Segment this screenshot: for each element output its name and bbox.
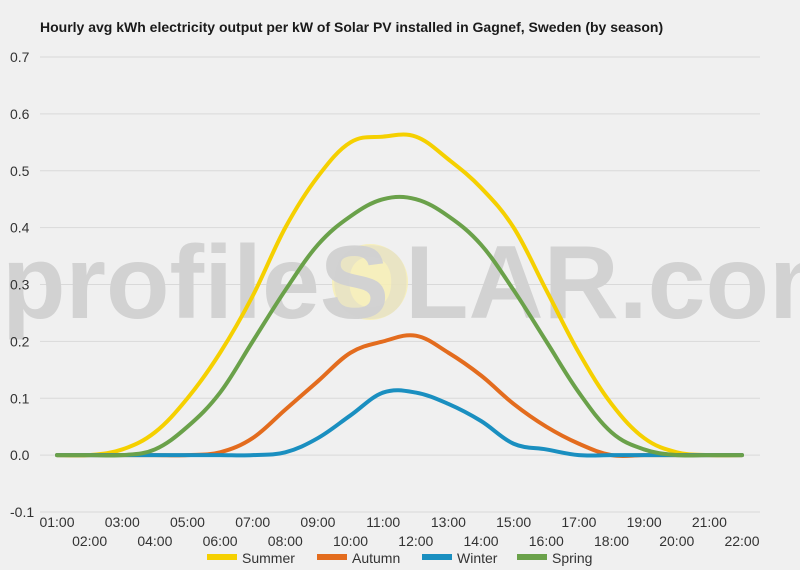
series-line-winter (55, 388, 744, 458)
x-tick-label: 05:00 (170, 514, 205, 530)
x-tick-label: 02:00 (72, 533, 107, 549)
legend-label-autumn: Autumn (352, 550, 400, 566)
x-tick-label: 12:00 (398, 533, 433, 549)
watermark-text-left: profileS (2, 225, 389, 341)
legend-label-summer: Summer (242, 550, 295, 566)
x-tick-label: 01:00 (39, 514, 74, 530)
series-line-autumn (55, 333, 744, 459)
x-tick-label: 03:00 (105, 514, 140, 530)
x-axis-ticks: 01:00 02:00 03:00 04:00 05:00 06:00 07:00 08:00… (39, 514, 759, 549)
x-tick-label: 21:00 (692, 514, 727, 530)
watermark-text-right: LAR.com (405, 225, 800, 341)
legend-label-winter: Winter (457, 550, 498, 566)
x-tick-label: 08:00 (268, 533, 303, 549)
series-line-summer (55, 132, 744, 458)
y-tick-label: 0.2 (10, 333, 30, 349)
y-axis-ticks: -0.1 0.0 0.1 0.2 0.3 0.4 0.5 0.6 0.7 (10, 49, 34, 520)
x-tick-label: 16:00 (529, 533, 564, 549)
watermark: profileS O LAR.com (2, 225, 800, 341)
legend-swatch-winter (422, 554, 452, 560)
watermark-sun-icon (332, 244, 408, 320)
x-tick-label: 14:00 (464, 533, 499, 549)
series-lines (55, 132, 744, 459)
y-tick-label: 0.7 (10, 49, 30, 65)
y-tick-label: 0.6 (10, 106, 30, 122)
watermark-text-mid: O (330, 225, 411, 341)
x-tick-label: 04:00 (137, 533, 172, 549)
x-tick-label: 07:00 (235, 514, 270, 530)
y-tick-label: 0.0 (10, 447, 30, 463)
x-tick-label: 17:00 (561, 514, 596, 530)
legend-swatch-spring (517, 554, 547, 560)
x-tick-label: 18:00 (594, 533, 629, 549)
x-tick-label: 20:00 (659, 533, 694, 549)
series-line-spring (55, 194, 744, 458)
y-tick-label: -0.1 (10, 504, 34, 520)
y-tick-label: 0.3 (10, 277, 30, 293)
y-tick-label: 0.1 (10, 390, 30, 406)
x-tick-label: 19:00 (627, 514, 662, 530)
legend: Summer Autumn Winter Spring (207, 550, 592, 566)
x-tick-label: 09:00 (300, 514, 335, 530)
y-tick-label: 0.4 (10, 220, 30, 236)
legend-swatch-autumn (317, 554, 347, 560)
legend-swatch-summer (207, 554, 237, 560)
x-tick-label: 11:00 (366, 514, 400, 530)
legend-label-spring: Spring (552, 550, 592, 566)
y-tick-label: 0.5 (10, 163, 30, 179)
chart-title: Hourly avg kWh electricity output per kW… (40, 19, 664, 35)
x-tick-label: 13:00 (431, 514, 466, 530)
x-tick-label: 22:00 (724, 533, 759, 549)
x-tick-label: 15:00 (496, 514, 531, 530)
x-tick-label: 10:00 (333, 533, 368, 549)
x-tick-label: 06:00 (203, 533, 238, 549)
